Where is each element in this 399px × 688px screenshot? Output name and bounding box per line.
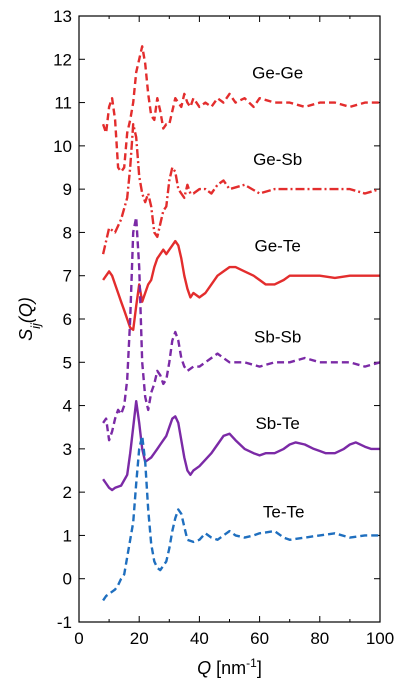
y-tick-label: 6 — [63, 310, 72, 329]
y-tick-label: 11 — [54, 94, 72, 113]
y-axis-label-var: S — [16, 329, 36, 341]
series-line-sb-te — [102, 400, 380, 492]
y-tick-label: 4 — [63, 397, 72, 416]
x-tick-label: 60 — [250, 629, 269, 648]
y-tick-label: 7 — [63, 267, 72, 286]
x-tick-label: 20 — [130, 629, 149, 648]
series-labels: Ge-Ge Ge-Sb Ge-Te Sb-Sb Sb-Te Te-Te — [252, 63, 304, 521]
x-axis-label-sup: -1 — [246, 656, 257, 670]
series-label-sb-te: Sb-Te — [255, 414, 299, 433]
x-tick-label: 0 — [74, 629, 83, 648]
x-tick-label: 40 — [190, 629, 209, 648]
y-tick-label: 0 — [63, 570, 72, 589]
x-axis-label-unit: [nm — [211, 658, 246, 678]
y-tick-label: 13 — [53, 7, 72, 26]
y-tick-label: 5 — [63, 353, 72, 372]
y-axis-label-arg: (Q) — [16, 297, 36, 323]
x-tick-label: 100 — [366, 629, 394, 648]
series-label-ge-te: Ge-Te — [255, 236, 301, 255]
y-tick-label: -1 — [57, 613, 72, 632]
x-axis-label: Q [nm-1] — [197, 656, 262, 678]
series-label-ge-ge: Ge-Ge — [252, 63, 303, 82]
y-tick-label: 3 — [63, 440, 72, 459]
series-line-ge-te — [102, 239, 380, 331]
series-label-sb-sb: Sb-Sb — [254, 327, 301, 346]
y-tick-label: 12 — [53, 50, 72, 69]
y-tick-label: 8 — [63, 223, 72, 242]
series-line-te-te — [102, 434, 380, 602]
series-line-sb-sb — [102, 216, 381, 442]
y-tick-label: 9 — [63, 180, 72, 199]
y-tick-label: 2 — [63, 483, 72, 502]
series-lines — [101, 45, 381, 602]
series-label-te-te: Te-Te — [263, 503, 305, 522]
x-axis-label-var: Q — [197, 658, 211, 678]
y-tick-label: 1 — [63, 526, 72, 545]
series-label-ge-sb: Ge-Sb — [253, 150, 302, 169]
plot-frame — [78, 15, 381, 623]
y-tick-label: 10 — [53, 137, 72, 156]
series-line-ge-sb — [101, 123, 381, 255]
x-tick-label: 80 — [310, 629, 329, 648]
x-axis-label-close: ] — [257, 658, 262, 678]
y-axis-label: Sij(Q) — [16, 297, 43, 341]
series-line-ge-ge — [101, 45, 380, 173]
y-axis-label-sub: ij — [28, 322, 43, 329]
